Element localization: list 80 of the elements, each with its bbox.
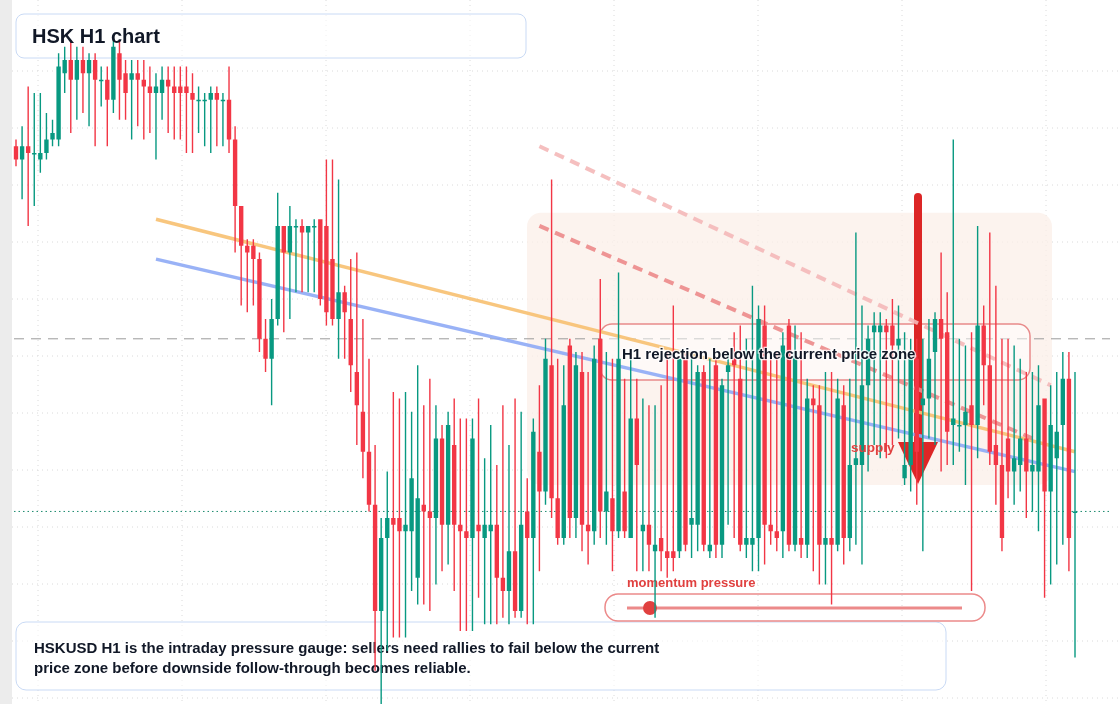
candlestick <box>445 411 451 565</box>
candlestick <box>427 378 433 612</box>
candlestick <box>701 365 706 552</box>
candlestick <box>658 385 664 572</box>
candlestick <box>80 46 86 114</box>
candlestick <box>1011 345 1017 505</box>
candlestick <box>932 312 938 446</box>
candlestick <box>165 66 171 133</box>
candlestick <box>257 252 262 353</box>
candlestick <box>159 66 165 120</box>
candlestick <box>506 445 512 625</box>
candlestick <box>19 126 25 200</box>
candlestick <box>805 378 810 558</box>
candlestick <box>622 378 627 538</box>
candlestick <box>945 292 950 465</box>
candlestick <box>269 298 274 406</box>
candlestick <box>92 53 98 147</box>
candlestick <box>592 345 597 545</box>
candlestick <box>1042 398 1047 598</box>
candlestick <box>494 464 499 625</box>
candlestick <box>141 59 146 140</box>
candlestick <box>25 86 31 226</box>
candlestick <box>537 385 542 572</box>
candlestick <box>780 332 786 558</box>
candlestick <box>993 285 999 505</box>
candlestick <box>646 405 652 572</box>
candlestick <box>512 398 518 618</box>
candlestick <box>585 372 591 565</box>
candlestick <box>567 338 573 538</box>
candlestick <box>1005 338 1011 499</box>
candlestick <box>342 285 347 359</box>
candlestick <box>1048 385 1053 585</box>
candlestick <box>616 272 621 538</box>
candlestick <box>1072 372 1078 658</box>
candlestick <box>470 418 475 631</box>
candlestick <box>305 225 311 293</box>
candlestick <box>354 252 360 446</box>
candlestick <box>239 206 244 306</box>
candlestick <box>263 318 268 372</box>
candlestick <box>366 358 372 512</box>
candlestick <box>44 113 49 160</box>
candlestick <box>433 405 439 585</box>
candlestick <box>232 126 238 253</box>
candlestick <box>707 358 713 558</box>
candlestick <box>640 398 646 572</box>
candlestick <box>13 139 19 167</box>
candlestick <box>835 378 840 552</box>
candlestick <box>287 206 293 319</box>
candlestick <box>817 385 822 585</box>
candlestick <box>86 53 92 127</box>
candlestick <box>518 411 524 618</box>
candlestick <box>220 93 226 147</box>
candlestick <box>226 66 232 153</box>
candlestick <box>549 179 554 519</box>
candlestick <box>579 352 585 552</box>
candlestick <box>531 418 536 625</box>
candlestick <box>1066 352 1072 572</box>
candlestick <box>299 219 305 293</box>
candlestick <box>147 66 153 133</box>
candlestick <box>293 219 299 293</box>
candlestick <box>439 425 445 572</box>
candlestick <box>975 225 980 459</box>
candlestick <box>74 46 80 120</box>
candlestick <box>500 405 506 618</box>
candlestick <box>543 338 548 505</box>
candlestick <box>713 358 719 558</box>
candlestick <box>1024 372 1029 519</box>
candlestick <box>1060 352 1066 545</box>
candlestick <box>360 318 366 479</box>
candlestick <box>719 378 725 558</box>
candlestick <box>938 252 944 472</box>
candlestick <box>920 338 926 552</box>
candlestick <box>573 352 579 538</box>
chart-title: HSK H1 chart <box>32 25 161 47</box>
candlestick <box>214 86 220 147</box>
candlestick <box>999 338 1005 552</box>
candlestick <box>926 318 932 439</box>
candlestick <box>153 73 159 160</box>
candlestick <box>555 358 560 545</box>
candlestick <box>847 378 852 552</box>
